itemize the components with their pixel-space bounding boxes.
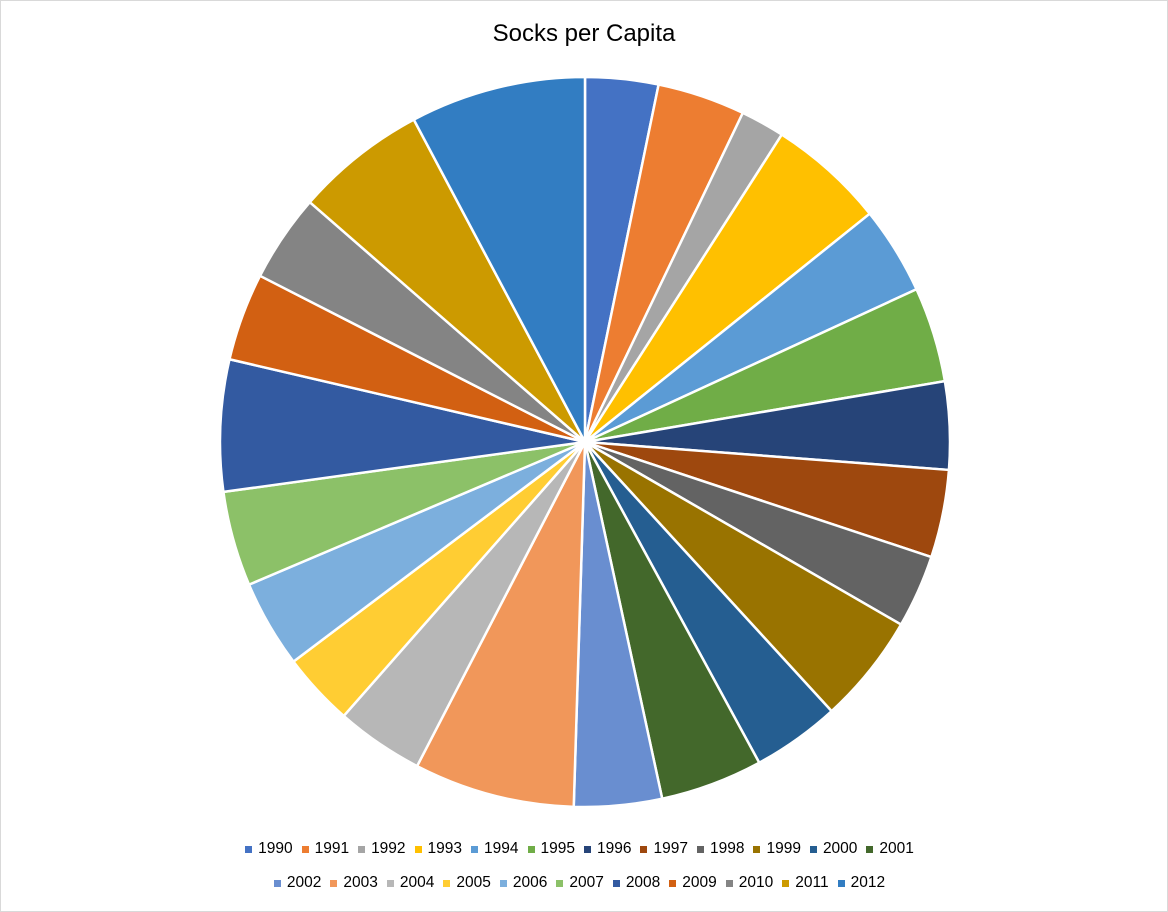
legend-label: 1996: [597, 840, 632, 857]
legend-swatch: [330, 879, 338, 887]
legend-item-1997: 1997: [640, 840, 688, 858]
legend-swatch: [866, 845, 874, 853]
legend-label: 1990: [258, 840, 293, 857]
legend-swatch: [443, 879, 451, 887]
legend-item-2011: 2011: [782, 874, 829, 892]
legend-item-2007: 2007: [556, 874, 604, 892]
legend-swatch: [640, 845, 648, 853]
legend-swatch: [358, 845, 366, 853]
legend-label: 1995: [540, 840, 575, 857]
legend-label: 2011: [795, 874, 829, 891]
legend-swatch: [837, 879, 845, 887]
legend-label: 1997: [653, 840, 688, 857]
legend-item-2001: 2001: [866, 840, 914, 858]
legend-row-2: 2002 2003 2004 2005 2006 2007 2008 2009 2010 2011…: [0, 874, 1168, 892]
legend-label: 2009: [682, 874, 717, 891]
legend-label: 2005: [456, 874, 491, 891]
legend-label: 2008: [625, 874, 661, 891]
legend-item-1996: 1996: [584, 840, 631, 858]
legend-swatch: [782, 879, 790, 887]
legend-swatch: [499, 879, 507, 887]
legend-label: 2001: [879, 840, 914, 857]
legend-item-1999: 1999: [753, 840, 801, 858]
legend-label: 2007: [569, 874, 604, 891]
legend-item-2010: 2010: [725, 874, 774, 892]
legend-item-1991: 1991: [301, 840, 350, 858]
legend-swatch: [301, 845, 309, 853]
legend-label: 2003: [343, 874, 378, 891]
pie-slice-2008: [218, 358, 587, 494]
legend-swatch: [245, 845, 253, 853]
legend-label: 1993: [427, 840, 463, 857]
legend-item-2005: 2005: [443, 874, 491, 892]
legend-swatch: [556, 879, 564, 887]
legend-swatch: [612, 879, 620, 887]
legend-item-1995: 1995: [527, 840, 575, 858]
legend-label: 1992: [371, 840, 406, 857]
legend-item-1994: 1994: [471, 840, 519, 858]
legend-item-2009: 2009: [669, 874, 717, 892]
legend-swatch: [414, 845, 422, 853]
legend-item-2008: 2008: [612, 874, 661, 892]
pie-slice-2012: [412, 75, 587, 444]
legend-item-2012: 2012: [837, 874, 886, 892]
legend-item-2003: 2003: [330, 874, 378, 892]
chart-title: Socks per Capita: [492, 20, 676, 47]
legend-row-1: 1990 1991 1992 1993 1994 1995 1996 1997 1998 1999…: [0, 840, 1168, 858]
legend-label: 2004: [399, 874, 435, 891]
legend-item-1998: 1998: [696, 840, 745, 858]
legend-swatch: [273, 879, 281, 887]
pie-slice-2011: [308, 118, 587, 444]
legend-label: 1998: [709, 840, 745, 857]
legend-swatch: [471, 845, 479, 853]
legend-label: 2000: [822, 840, 858, 857]
legend-swatch: [753, 845, 761, 853]
legend-swatch: [725, 879, 733, 887]
legend-item-2000: 2000: [809, 840, 858, 858]
legend-swatch: [696, 845, 704, 853]
legend-label: 1999: [766, 840, 801, 857]
legend-item-2002: 2002: [273, 874, 322, 892]
legend-label: 2010: [738, 874, 774, 891]
legend-item-2006: 2006: [499, 874, 548, 892]
legend-item-1992: 1992: [358, 840, 406, 858]
legend-label: 1991: [314, 840, 350, 857]
legend-swatch: [809, 845, 817, 853]
legend-item-1993: 1993: [414, 840, 463, 858]
legend-swatch: [669, 879, 677, 887]
legend-item-2004: 2004: [386, 874, 435, 892]
legend-swatch: [584, 845, 591, 853]
legend-swatch: [386, 879, 394, 887]
legend-label: 1994: [484, 840, 519, 857]
legend-label: 2002: [286, 874, 322, 891]
legend-label: 2012: [850, 874, 886, 891]
pie-slice-2003: [415, 440, 587, 809]
legend-item-1990: 1990: [245, 840, 293, 858]
legend-label: 2006: [512, 874, 548, 891]
legend-swatch: [527, 845, 535, 853]
